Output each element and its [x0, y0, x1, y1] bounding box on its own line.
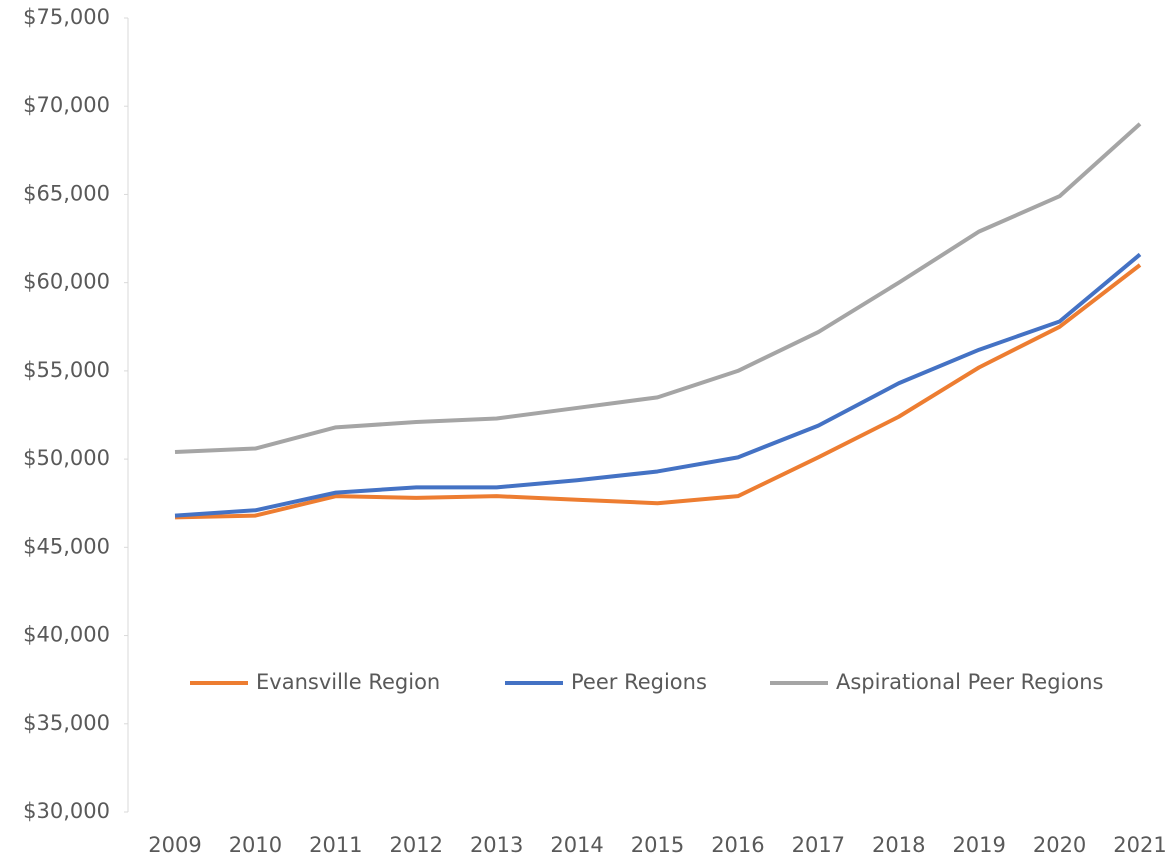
y-tick-label: $30,000: [23, 799, 110, 823]
y-tick-label: $40,000: [23, 623, 110, 647]
x-tick-label: 2012: [390, 833, 443, 857]
legend-label: Peer Regions: [571, 670, 707, 694]
x-tick-label: 2019: [952, 833, 1005, 857]
line: [174, 263, 1142, 520]
y-tick-label: $70,000: [23, 93, 110, 117]
x-tick-label: 2014: [550, 833, 603, 857]
y-tick-label: $65,000: [23, 181, 110, 205]
y-tick-label: $45,000: [23, 534, 110, 558]
y-tick-label: $55,000: [23, 358, 110, 382]
x-tick-label: 2016: [711, 833, 764, 857]
x-tick-label: 2017: [792, 833, 845, 857]
y-tick-label: $60,000: [23, 270, 110, 294]
line: [174, 122, 1142, 455]
legend-label: Aspirational Peer Regions: [836, 670, 1103, 694]
x-tick-label: 2009: [148, 833, 201, 857]
y-tick-label: $35,000: [23, 711, 110, 735]
x-tick-label: 2015: [631, 833, 684, 857]
x-tick-label: 2011: [309, 833, 362, 857]
x-tick-label: 2018: [872, 833, 925, 857]
x-tick-label: 2020: [1033, 833, 1086, 857]
x-tick-label: 2013: [470, 833, 523, 857]
x-tick-label: 2021: [1113, 833, 1166, 857]
x-tick-label: 2010: [229, 833, 282, 857]
line: [174, 252, 1142, 518]
y-tick-label: $75,000: [23, 5, 110, 29]
y-tick-label: $50,000: [23, 446, 110, 470]
legend-label: Evansville Region: [256, 670, 440, 694]
